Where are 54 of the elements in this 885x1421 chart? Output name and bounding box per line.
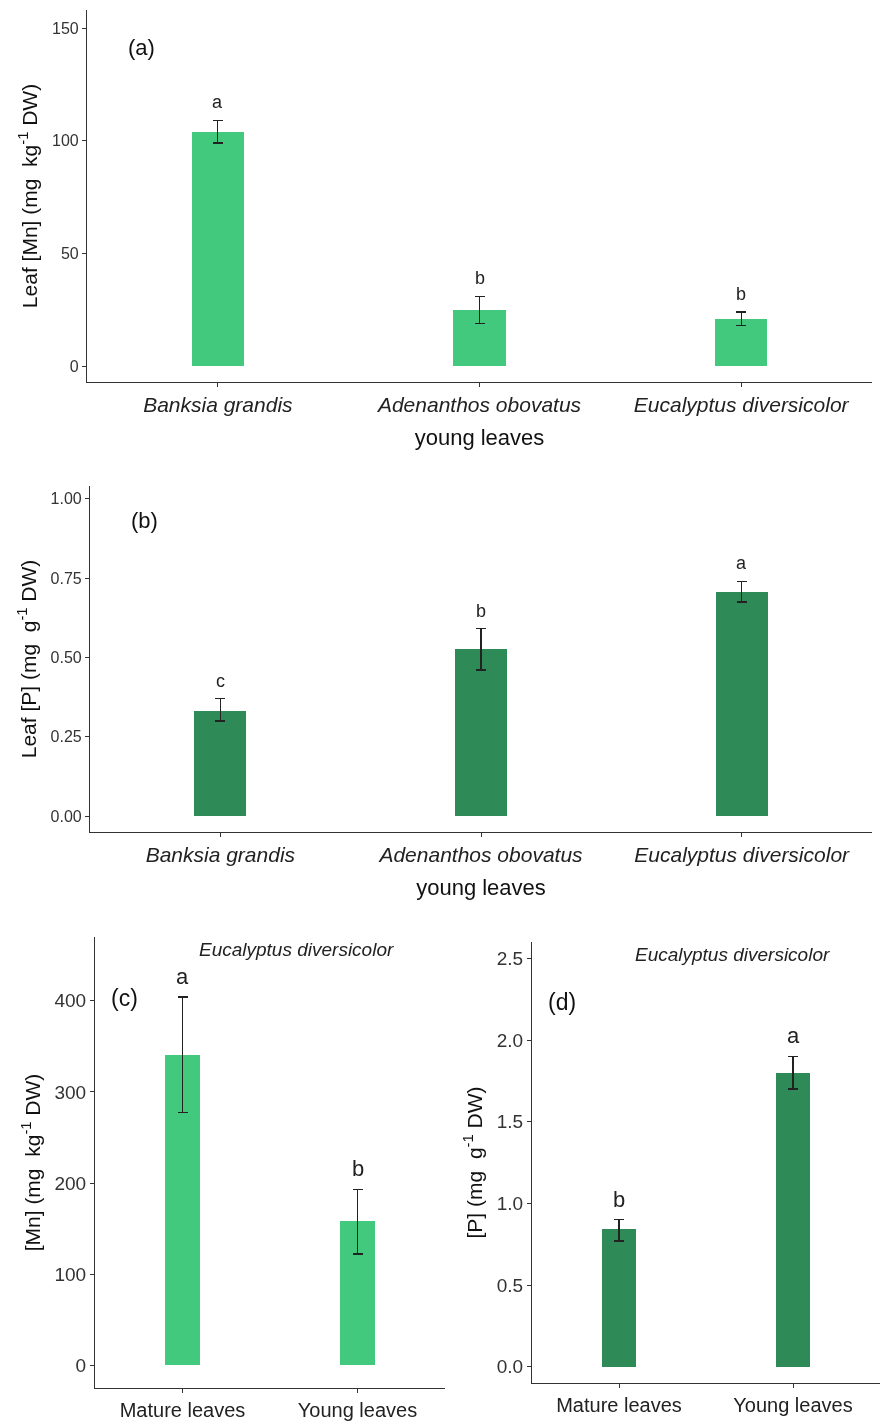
y-tick-label: 0.75	[50, 569, 82, 587]
annotation: b	[736, 284, 747, 304]
x-tick-label: Banksia grandis	[145, 843, 296, 867]
y-tick-label: 0.00	[50, 807, 82, 825]
bar	[194, 711, 246, 816]
y-tick-label: 400	[54, 990, 87, 1012]
y-tick-label: 100	[52, 132, 79, 150]
x-tick-label: Eucalyptus diversicolor	[633, 393, 850, 417]
bar	[715, 319, 767, 366]
y-tick-label: 300	[54, 1081, 87, 1103]
bar	[192, 132, 244, 366]
annotation: a	[736, 553, 747, 573]
y-tick-label: 0	[69, 357, 79, 375]
bar	[453, 310, 506, 366]
annotation: (c)	[111, 985, 138, 1011]
annotation: a	[787, 1023, 800, 1048]
y-tick-label: 2.0	[496, 1029, 524, 1051]
y-tick-label: 1.0	[496, 1192, 524, 1214]
x-axis-title: young leaves	[416, 875, 546, 901]
x-tick-label: Mature leaves	[556, 1394, 682, 1417]
chart-title: Eucalyptus diversicolor	[199, 939, 394, 960]
x-tick-label: Mature leaves	[119, 1399, 246, 1421]
y-tick-label: 0.25	[50, 728, 82, 746]
y-tick-label: 100	[54, 1263, 87, 1285]
y-tick-label: 1.00	[50, 490, 82, 508]
x-tick-label: Adenanthos obovatus	[377, 843, 584, 867]
y-tick-label: 0.50	[50, 649, 82, 667]
bar	[455, 649, 507, 816]
annotation: b	[352, 1156, 365, 1181]
x-axis-title: young leaves	[414, 425, 545, 451]
annotation: b	[476, 601, 487, 621]
x-tick-label: Young leaves	[297, 1399, 418, 1421]
annotation: (b)	[131, 508, 158, 533]
y-tick-label: 0	[75, 1354, 87, 1376]
annotation: a	[176, 964, 189, 989]
chart-title: Eucalyptus diversicolor	[635, 944, 830, 965]
y-tick-label: 150	[52, 19, 79, 37]
bar	[716, 592, 768, 816]
y-tick-label: 200	[54, 1172, 87, 1194]
x-tick-label: Banksia grandis	[143, 393, 294, 417]
annotation: b	[613, 1187, 626, 1212]
x-tick-label: Young leaves	[733, 1394, 853, 1417]
annotation: (a)	[128, 35, 155, 60]
annotation: a	[212, 92, 223, 112]
y-tick-label: 0.5	[496, 1274, 524, 1296]
y-tick-label: 0.0	[496, 1356, 524, 1378]
annotation: (d)	[548, 989, 577, 1015]
annotation: c	[216, 671, 225, 691]
y-tick-label: 50	[60, 245, 79, 263]
y-tick-label: 2.5	[496, 947, 524, 969]
y-tick-label: 1.5	[496, 1111, 524, 1133]
x-tick-label: Eucalyptus diversicolor	[634, 843, 851, 867]
x-tick-label: Adenanthos obovatus	[375, 393, 582, 417]
annotation: b	[475, 268, 486, 288]
